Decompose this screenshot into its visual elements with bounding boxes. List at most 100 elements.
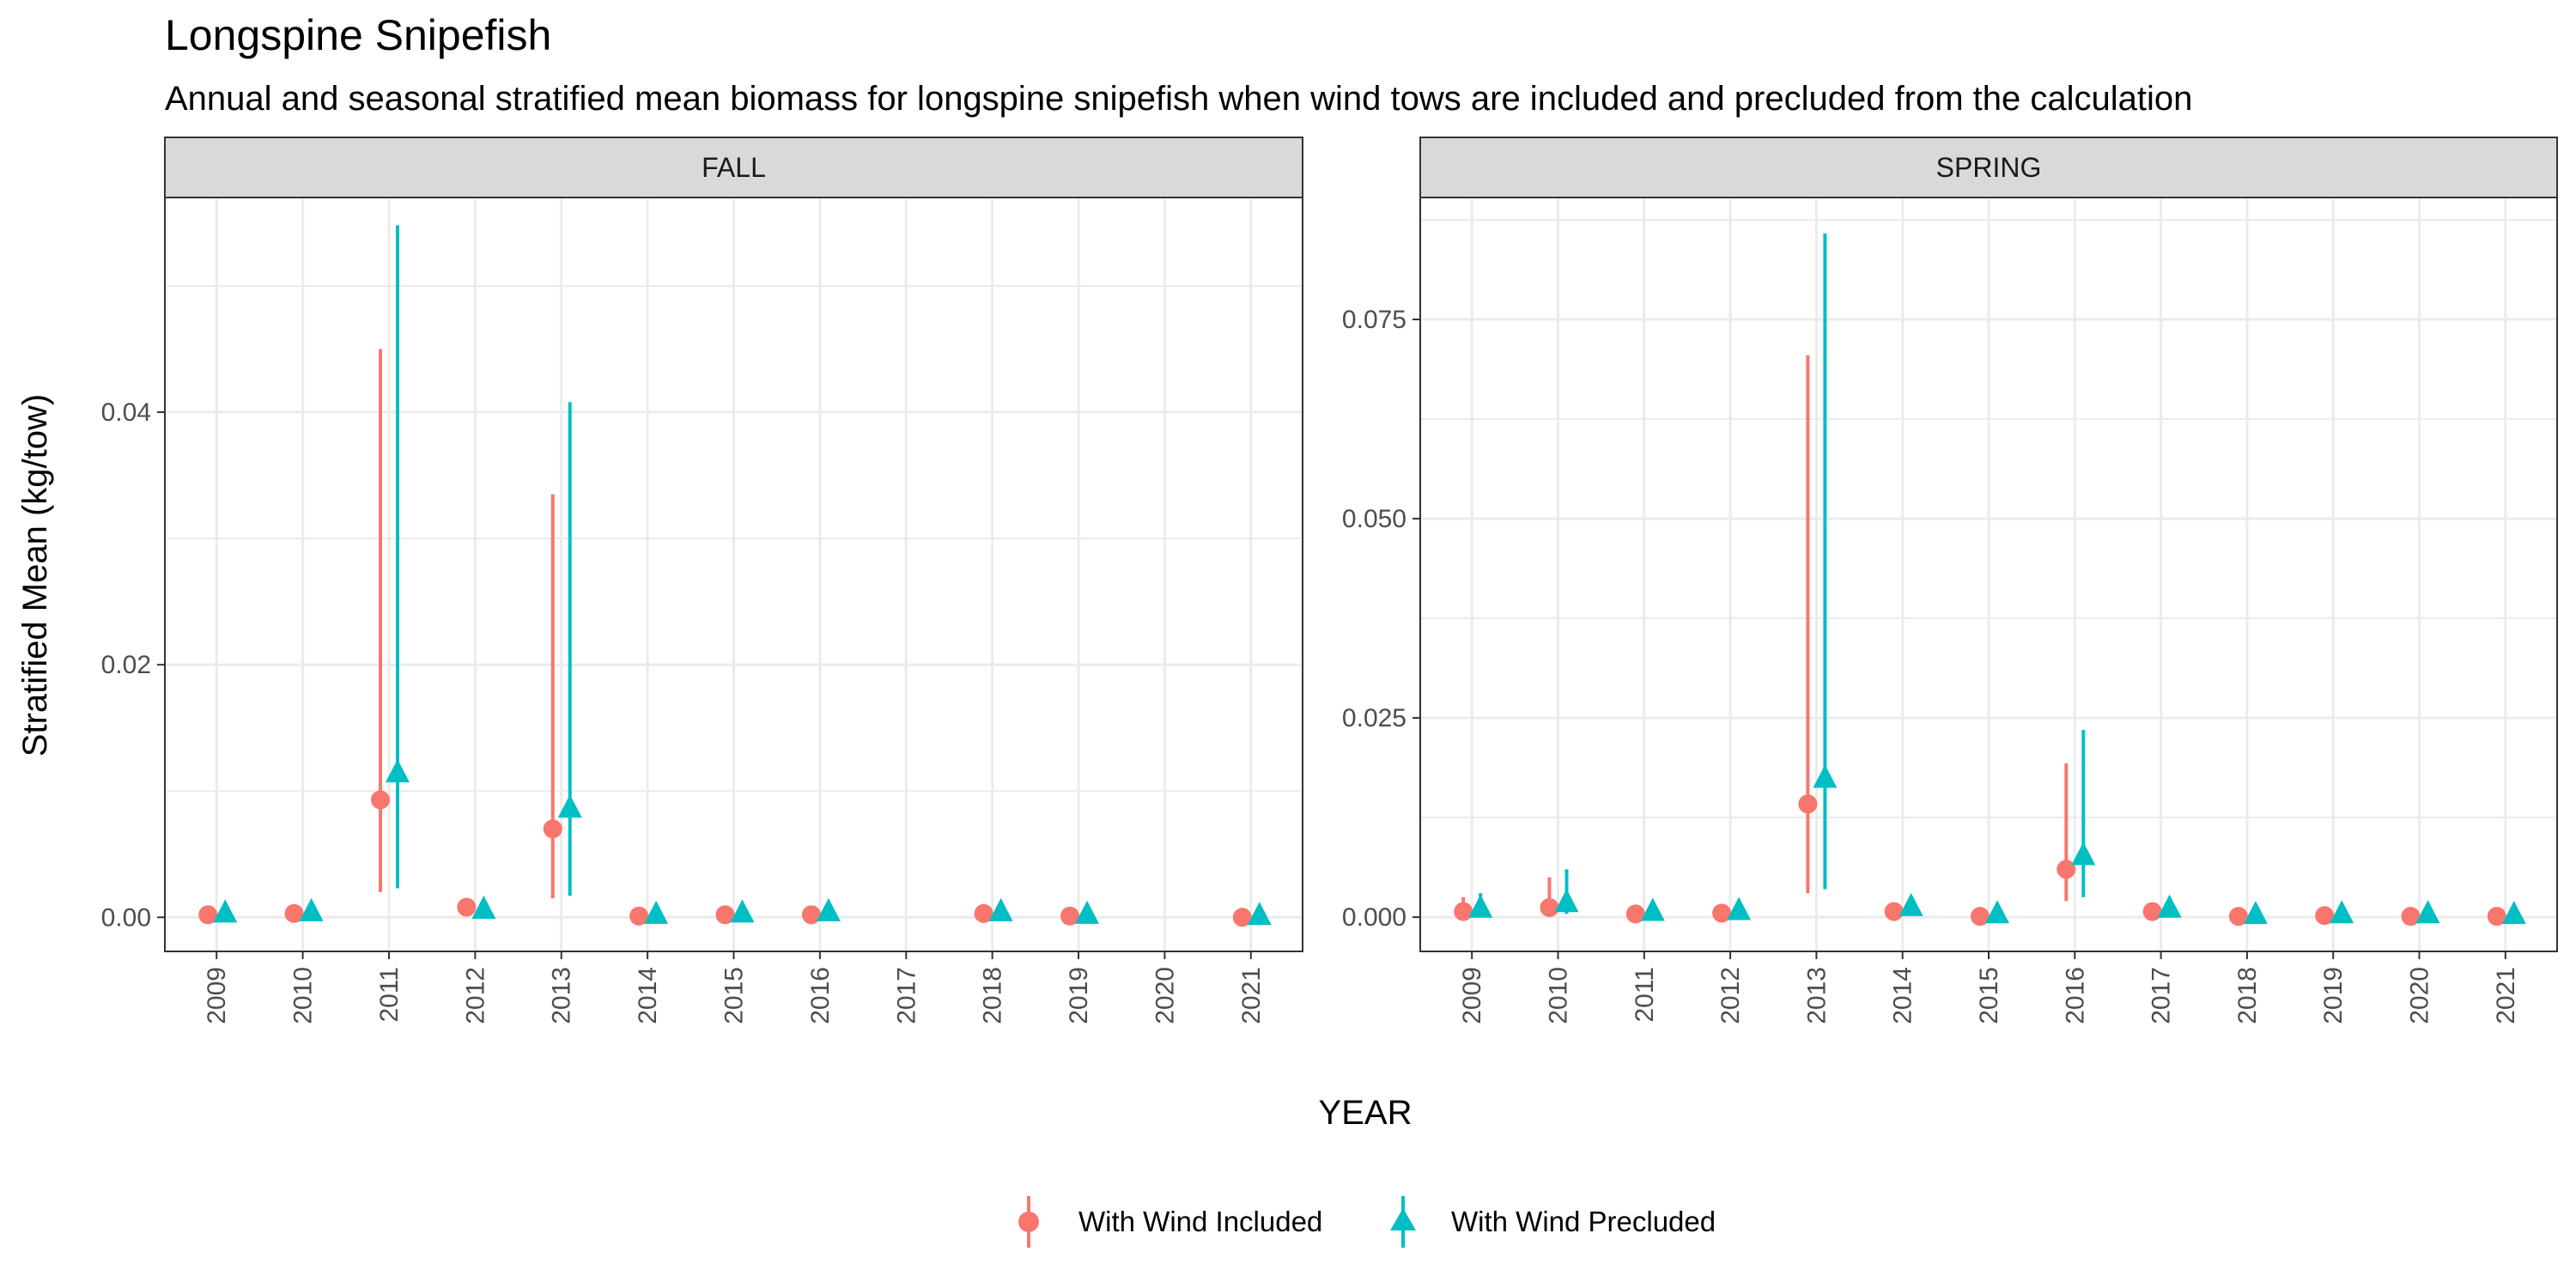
data-point-triangle [2243,901,2268,925]
x-tick-label: 2016 [806,967,835,1024]
data-point-triangle [1075,900,1100,924]
y-axis-title: Stratified Mean (kg/tow) [16,394,54,756]
y-tick-label: 0.075 [1342,306,1406,334]
x-tick-label: 2020 [2406,967,2434,1024]
y-tick-label: 0.04 [101,398,151,427]
y-tick-label: 0.000 [1342,903,1406,932]
data-point-circle [2487,907,2506,927]
x-tick-label: 2018 [979,967,1007,1024]
data-point-circle [457,897,477,917]
x-tick-label: 2020 [1151,967,1179,1024]
data-point-triangle [1247,902,1272,926]
data-point-circle [543,819,562,839]
y-tick-label: 0.050 [1342,505,1406,533]
series-with-wind-precluded [213,225,1272,926]
data-point-triangle [2330,900,2354,924]
data-point-circle [1798,794,1818,814]
data-point-circle [801,905,821,925]
data-point-triangle [1640,897,1665,921]
facet-strip [1419,137,2558,198]
x-tick-label: 2019 [2319,967,2348,1024]
data-point-circle [2142,902,2162,921]
legend-key-included [1018,1196,1039,1248]
chart-subtitle: Annual and seasonal stratified mean biom… [165,80,2192,118]
data-point-triangle [1813,764,1838,788]
x-tick-label: 2012 [1716,967,1745,1024]
data-point-triangle [1899,892,1923,916]
data-point-circle [284,903,304,923]
data-point-circle [1625,904,1645,924]
data-point-circle [2401,907,2421,927]
x-tick-label: 2010 [289,967,318,1024]
legend: With Wind Included With Wind Precluded [1018,1196,1716,1248]
data-point-triangle [299,897,324,921]
series-with-wind-precluded [1468,233,2526,925]
x-tick-label: 2012 [461,967,489,1024]
x-tick-label: 2013 [1802,967,1831,1024]
x-tick-label: 2009 [203,967,231,1024]
data-point-circle [1540,897,1559,917]
x-tick-label: 2021 [1237,967,1266,1024]
x-axis-title: YEAR [1319,1094,1413,1132]
data-point-circle [629,906,649,926]
y-tick-label: 0.02 [101,651,151,679]
x-tick-label: 2010 [1544,967,1572,1024]
y-tick-label: 0.00 [101,903,151,932]
data-point-triangle [557,794,582,818]
x-tick-label: 2017 [892,967,920,1024]
legend-key-precluded [1390,1196,1416,1248]
data-point-triangle [213,899,238,923]
data-point-circle [1884,902,1904,921]
x-tick-label: 2015 [1975,967,2003,1024]
data-point-circle [370,790,390,810]
data-point-triangle [1985,900,2009,924]
data-point-triangle [644,900,669,924]
data-point-triangle [2501,901,2526,925]
data-point-circle [1454,902,1473,921]
x-tick-label: 2011 [1631,967,1659,1023]
x-tick-label: 2014 [634,967,662,1024]
data-point-circle [2228,907,2248,927]
x-tick-label: 2017 [2148,967,2176,1024]
x-tick-label: 2018 [2233,967,2262,1024]
legend-label-precluded: With Wind Precluded [1451,1206,1716,1237]
data-point-triangle [1727,896,1752,920]
data-point-circle [198,905,218,925]
data-point-triangle [1554,889,1579,913]
data-point-circle [1232,908,1252,927]
facet-strip-label: FALL [702,152,766,183]
data-point-circle [1712,903,1732,923]
x-tick-label: 2011 [375,967,404,1023]
data-point-circle [715,905,735,925]
x-tick-label: 2021 [2492,967,2520,1024]
legend-key-included-circle [1018,1212,1039,1232]
series-with-wind-included [1454,355,2506,927]
facet-panel-fall: 0.00 0.02 0.04 2009 2010 2011 2012 2013 2014 2015… [101,137,1303,1024]
data-point-triangle [385,759,410,783]
data-point-triangle [2071,841,2096,866]
data-point-triangle [2415,900,2440,924]
x-tick-label: 2014 [1889,967,1917,1024]
data-point-triangle [816,897,841,921]
chart-title: Longspine Snipefish [165,11,551,59]
legend-key-precluded-triangle [1390,1208,1416,1230]
facet-strip-label: SPRING [1936,152,2042,183]
legend-label-included: With Wind Included [1078,1206,1322,1237]
data-point-triangle [988,897,1013,921]
x-tick-label: 2015 [720,967,749,1024]
data-point-circle [1971,907,1990,927]
series-with-wind-included [198,349,1252,927]
x-tick-label: 2019 [1065,967,1093,1024]
x-tick-label: 2009 [1458,967,1486,1024]
y-tick-label: 0.025 [1342,704,1406,732]
data-point-triangle [730,899,755,923]
data-point-circle [2315,906,2335,926]
data-point-circle [2057,860,2076,879]
data-point-triangle [471,895,496,919]
facet-strip [164,137,1303,198]
data-point-circle [974,903,993,923]
x-tick-label: 2016 [2061,967,2089,1024]
data-point-circle [1060,906,1080,926]
x-tick-label: 2013 [548,967,576,1024]
